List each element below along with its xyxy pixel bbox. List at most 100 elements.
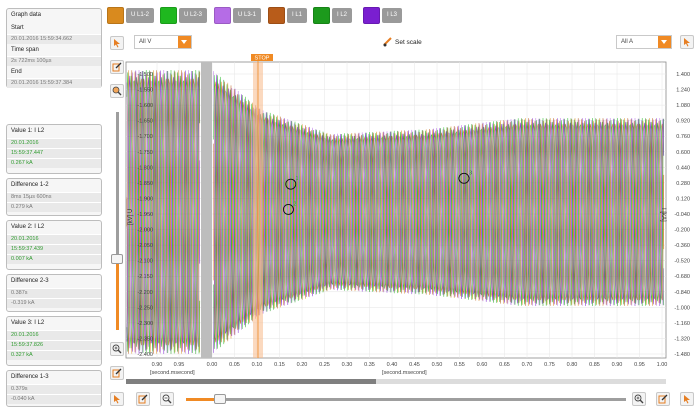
x-tick-label: 0.60 (477, 362, 488, 368)
legend-label: U L1-2 (126, 8, 155, 23)
y-right-tick-label: -1.320 (674, 336, 690, 342)
marker-2-label: 2 (294, 201, 297, 207)
graph-data-title: Graph data (11, 12, 42, 18)
zoom-out-horizontal-button[interactable] (160, 392, 174, 406)
horizontal-zoom-slider-handle[interactable] (214, 394, 226, 404)
marker-1-label: 1 (296, 176, 299, 182)
cursor-right-button[interactable] (680, 392, 694, 406)
marker-3-circle[interactable] (458, 172, 470, 184)
chevron-down-icon (658, 36, 671, 48)
right-cursor-button[interactable] (680, 35, 694, 49)
x-tick-label: 0.50 (432, 362, 443, 368)
y-right-tick-label: -0.840 (674, 290, 690, 296)
zoom-in-horizontal-button[interactable] (632, 392, 646, 406)
diff13-time: 0.379s (7, 384, 101, 394)
x-tick-label: 0.30 (342, 362, 353, 368)
cursor-icon (684, 395, 690, 404)
y-left-tick-label: -1.900 (137, 196, 153, 202)
y-right-tick-label: 0.760 (676, 134, 690, 140)
voltage-channel-select[interactable]: All V (134, 35, 192, 49)
x-tick-label: 0.85 (589, 362, 600, 368)
value1-title: Value 1: I L2 (11, 128, 45, 134)
zoom-in-icon (112, 344, 122, 354)
stop-label: STOP (255, 56, 270, 62)
horizontal-scrollbar-thumb[interactable] (126, 379, 376, 384)
y-right-tick-label: 0.440 (676, 165, 690, 171)
zoom-in-vertical-button[interactable] (110, 342, 124, 356)
start-label: Start (11, 25, 24, 31)
y-axis-label-left: [kV] U (128, 209, 134, 225)
series-i-l1 (126, 70, 665, 354)
x-tick-label: 0.40 (387, 362, 398, 368)
zoom-tool-button[interactable] (110, 84, 124, 98)
edit-bottom-button[interactable] (110, 366, 124, 380)
value1-date: 20.01.2016 (7, 138, 101, 148)
cursor-tool-button[interactable] (110, 36, 124, 50)
difference-1-2-panel: Difference 1-2 8ms 15µs 600ns 0.279 kA (6, 178, 102, 216)
series-i-l2 (126, 70, 665, 355)
diff13-value: -0.040 kA (7, 394, 101, 404)
cursor-icon (114, 39, 120, 48)
legend-i-l3[interactable]: I L3 (363, 7, 403, 24)
zoom-in-icon (634, 394, 644, 404)
y-right-tick-label: -0.680 (674, 274, 690, 280)
value1-value: 0.267 kA (7, 158, 101, 168)
horizontal-zoom-slider-track[interactable] (186, 398, 626, 401)
chevron-down-icon (178, 36, 191, 48)
legend-label: U L2-3 (179, 8, 208, 23)
legend-label: I L2 (332, 8, 353, 23)
value3-date: 20.01.2016 (7, 330, 101, 340)
legend-u-l2-3[interactable]: U L2-3 (160, 7, 208, 24)
edit-tool-button[interactable] (110, 60, 124, 74)
legend-label: I L3 (382, 8, 403, 23)
legend-swatch (214, 7, 231, 24)
legend-u-l3-1[interactable]: U L3-1 (214, 7, 262, 24)
y-left-tick-label: -2.350 (137, 336, 153, 342)
set-scale-button[interactable]: Set scale (383, 35, 422, 49)
difference-1-3-panel: Difference 1-3 0.379s -0.040 kA (6, 370, 102, 407)
marker-2-circle[interactable] (283, 203, 294, 215)
diff12-time: 8ms 15µs 600ns (7, 192, 101, 202)
legend-swatch (313, 7, 330, 24)
legend-u-l1-2[interactable]: U L1-2 (107, 7, 155, 24)
x-tick-label: 0.35 (364, 362, 375, 368)
vertical-zoom-slider-track[interactable] (116, 112, 119, 330)
marker-1-circle[interactable] (285, 178, 297, 190)
cursor-bottom-button[interactable] (110, 392, 124, 406)
value3-value: 0.327 kA (7, 350, 101, 360)
legend-i-l2[interactable]: I L2 (313, 7, 353, 24)
horizontal-scrollbar[interactable] (126, 379, 666, 384)
x-tick-label: 0.55 (454, 362, 465, 368)
difference-2-3-panel: Difference 2-3 0.387s -0.319 kA (6, 274, 102, 312)
marker-3-label: 3 (469, 170, 472, 176)
stop-tag (251, 54, 273, 61)
graph-data-panel: Graph data Start 20.01.2016 15:59:34.662… (6, 8, 102, 88)
value2-value: 0.007 kA (7, 254, 101, 264)
value2-date: 20.01.2016 (7, 234, 101, 244)
legend-i-l1[interactable]: I L1 (268, 7, 308, 24)
x-tick-label: 0.90 (152, 362, 163, 368)
x-axis-label-right: [second.msecond] (382, 370, 427, 376)
end-value: 20.01.2016 15:59:37.384 (7, 78, 101, 88)
x-tick-label: 0.75 (544, 362, 555, 368)
vertical-zoom-slider-handle[interactable] (111, 254, 123, 264)
y-left-tick-label: -1.700 (137, 134, 153, 140)
voltage-channel-value: All V (139, 39, 152, 45)
legend-label: I L1 (287, 8, 308, 23)
edit-right-button[interactable] (656, 392, 670, 406)
y-right-tick-label: -0.040 (674, 212, 690, 218)
current-channel-select[interactable]: All A (616, 35, 672, 49)
value3-title: Value 3: I L2 (11, 320, 45, 326)
edit-icon (138, 394, 148, 404)
diff23-value: -0.319 kA (7, 298, 101, 308)
y-left-tick-label: -2.150 (137, 274, 153, 280)
edit-icon (658, 394, 668, 404)
legend-swatch (107, 7, 124, 24)
y-right-tick-label: 0.280 (676, 181, 690, 187)
stop-region (253, 62, 263, 358)
value2-time: 15:59:37.439 (7, 244, 101, 254)
x-tick-label: 1.00 (657, 362, 668, 368)
horizontal-zoom-slider-fill (186, 398, 220, 401)
edit-toolbar-button[interactable] (136, 392, 150, 406)
